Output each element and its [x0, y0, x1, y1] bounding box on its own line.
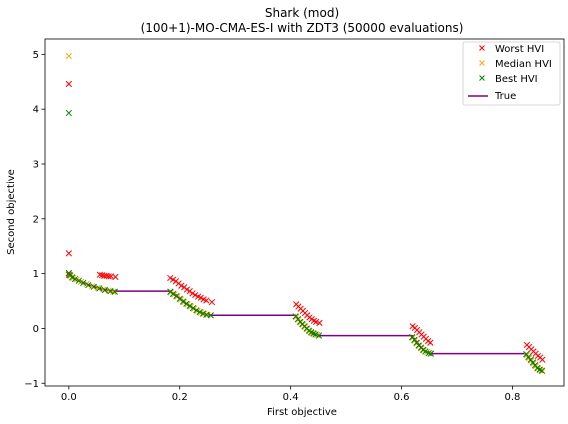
median-hvi-point: [94, 284, 101, 292]
worst-hvi-point: [65, 250, 72, 257]
legend-label-worst: Worst HVI: [495, 44, 544, 55]
best-hvi-point: [422, 348, 429, 355]
best-hvi-point: [193, 307, 200, 314]
x-tick-label: 0.8: [504, 392, 520, 403]
best-hvi-point: [427, 350, 435, 357]
worst-hvi-point: [208, 298, 216, 306]
legend-label-median: Median HVI: [495, 59, 552, 70]
best-hvi-point: [96, 285, 103, 292]
legend-entry-best: Best HVI: [479, 74, 538, 85]
legend-entry-true: True: [468, 91, 516, 102]
y-tick-label: 5: [33, 50, 39, 61]
best-hvi-point: [90, 283, 97, 290]
y-tick-label: 2: [33, 214, 39, 225]
axes-frame: [44, 38, 565, 387]
best-hvi-point: [169, 290, 177, 298]
y-tick-label: 0: [33, 324, 39, 335]
best-hvi-point: [80, 279, 87, 287]
y-axis-label: Second objective: [6, 169, 17, 255]
x-axis-label: First objective: [267, 407, 337, 418]
best-hvi-point: [189, 305, 197, 312]
best-hvi-point: [186, 302, 193, 310]
best-hvi-point: [101, 286, 109, 294]
worst-hvi-point: [105, 273, 112, 280]
y-tick-label: 4: [33, 105, 39, 116]
best-hvi-point: [183, 300, 190, 307]
best-hvi-point: [85, 281, 92, 289]
legend-entry-worst: Worst HVI: [479, 44, 544, 55]
best-hvi-point: [111, 288, 119, 295]
median-hvi-point: [65, 52, 72, 60]
best-hvi-point: [179, 298, 187, 305]
y-tick-label: −1: [24, 379, 39, 390]
worst-hvi-point: [203, 297, 210, 304]
best-hvi-layer: [65, 109, 545, 374]
best-hvi-point: [207, 312, 214, 319]
legend-box: [462, 41, 561, 106]
worst-hvi-layer: [65, 80, 546, 363]
x-tick-label: 0.2: [172, 392, 188, 403]
best-hvi-point: [196, 308, 203, 316]
y-axis-ticks: −1 0 1 2 3 4 5: [24, 50, 45, 390]
legend-marker-worst: [479, 45, 485, 51]
y-tick-label: 1: [33, 269, 39, 280]
median-hvi-point: [100, 286, 107, 293]
plot-area: [65, 52, 546, 375]
legend-entry-median: Median HVI: [479, 59, 552, 70]
legend-label-best: Best HVI: [495, 74, 538, 85]
chart-title: Shark (mod): [265, 6, 339, 20]
best-hvi-point: [425, 349, 432, 357]
worst-hvi-point: [539, 356, 546, 363]
median-hvi-point: [314, 331, 321, 339]
worst-hvi-point: [65, 80, 72, 88]
x-tick-label: 0.0: [61, 392, 77, 403]
x-tick-label: 0.4: [283, 392, 299, 403]
best-hvi-point: [65, 109, 72, 117]
chart-subtitle: (100+1)-MO-CMA-ES-I with ZDT3 (50000 eva…: [141, 21, 464, 35]
median-hvi-point: [88, 283, 96, 290]
y-tick-label: 3: [33, 159, 39, 170]
x-axis-ticks: 0.0 0.2 0.4 0.6 0.8: [61, 386, 520, 403]
legend: Worst HVI Median HVI Best HVI True: [462, 41, 561, 106]
worst-hvi-point: [427, 339, 434, 346]
best-hvi-point: [315, 332, 323, 339]
best-hvi-point: [75, 277, 82, 284]
legend-marker-median: [479, 60, 485, 66]
legend-marker-best: [479, 75, 485, 81]
legend-label-true: True: [494, 91, 516, 102]
x-tick-label: 0.6: [394, 392, 410, 403]
best-hvi-point: [538, 367, 545, 374]
best-hvi-point: [71, 275, 79, 283]
worst-hvi-point: [112, 273, 119, 281]
worst-hvi-point: [316, 319, 323, 327]
